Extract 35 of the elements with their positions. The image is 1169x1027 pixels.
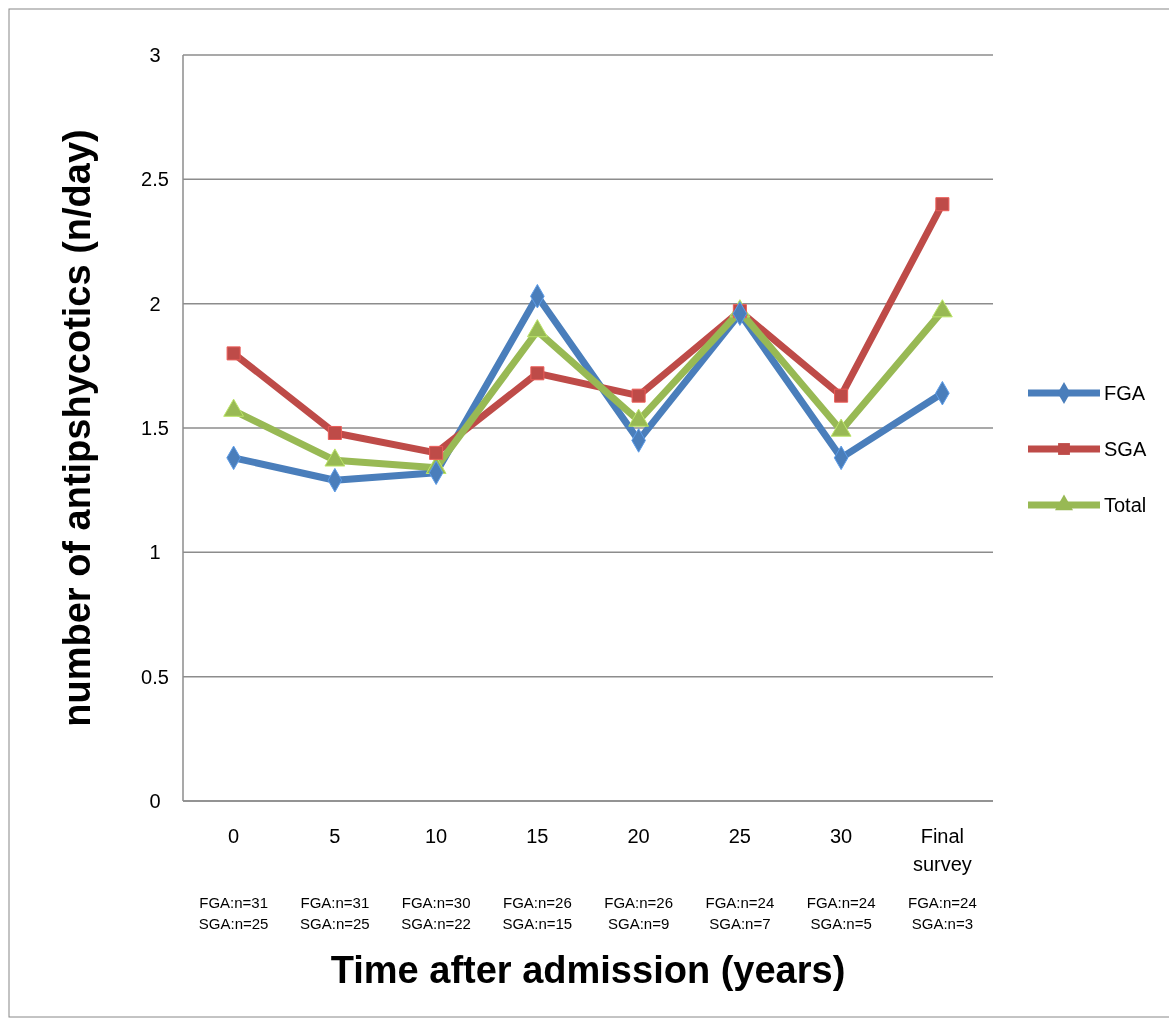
point: [530, 366, 545, 381]
y-axis-title: number of antipshycotics (n/day): [56, 129, 98, 727]
point: [834, 388, 849, 403]
text: FGA:n=30 SGA:n=22: [401, 894, 471, 932]
y-tick-label: 3: [149, 44, 161, 66]
y-tick-label: 2: [149, 292, 161, 315]
legend-label: FGA: [1104, 382, 1146, 404]
x-tick-label: 5: [329, 825, 341, 847]
text: FGA:n=26 SGA:n=9: [604, 894, 674, 932]
text: FGA:n=24 SGA:n=5: [806, 894, 876, 932]
legend-label: Total: [1104, 494, 1147, 516]
y-tick-label: 1: [149, 541, 161, 564]
x-tick-label: 15: [526, 825, 549, 847]
text: FGA:n=31 SGA:n=25: [198, 894, 269, 932]
point: [327, 425, 342, 440]
x-axis-title: Time after admission (years): [330, 949, 846, 991]
y-tick-label: 0.5: [141, 665, 169, 688]
y-tick-label: 0: [149, 790, 161, 812]
text: FGA:n=24 SGA:n=3: [907, 894, 977, 932]
y-tick-label: 1.5: [141, 417, 169, 439]
point: [429, 445, 444, 460]
x-tick-label: 30: [830, 825, 853, 847]
point: [935, 197, 950, 212]
text: FGA:n=31 SGA:n=25: [300, 894, 370, 932]
x-tick-label: 20: [627, 825, 650, 847]
y-tick-label: 2.5: [141, 168, 169, 191]
legend-label: SGA: [1104, 438, 1147, 460]
text: FGA:n=24 SGA:n=7: [705, 894, 775, 932]
point: [631, 388, 646, 403]
x-tick-label: Final survey: [912, 825, 972, 875]
text: FGA:n=26 SGA:n=15: [502, 894, 573, 932]
x-tick-label: 0: [228, 825, 240, 847]
x-tick-label: 25: [728, 825, 751, 847]
x-tick-label: 10: [425, 825, 448, 847]
point: [226, 346, 241, 361]
